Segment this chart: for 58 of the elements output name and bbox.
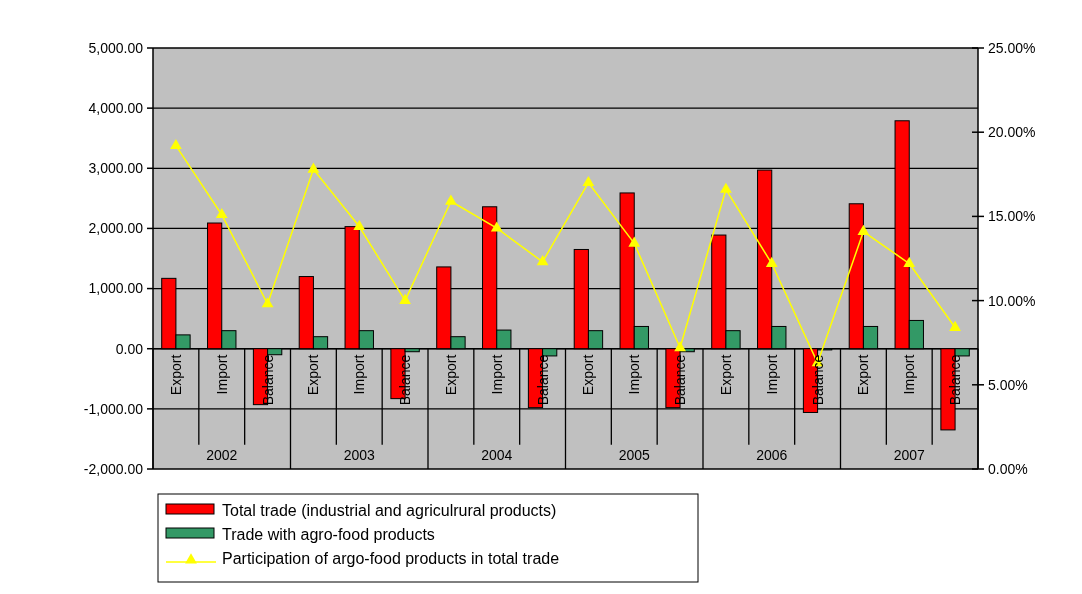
x-tick-label: Import <box>626 354 643 395</box>
y2-tick-label: 0.00% <box>988 460 1028 477</box>
x-tick-label: Balance <box>672 354 689 406</box>
x-tick-label: Export <box>442 354 459 396</box>
legend-label: Trade with agro-food products <box>222 525 435 543</box>
annotation: 2007 <box>893 447 926 463</box>
point <box>949 320 961 331</box>
x-tick-label: Import <box>351 354 368 395</box>
point <box>307 162 320 173</box>
x-tick-label: Balance <box>809 354 826 406</box>
x-tick-label: Import <box>763 354 780 395</box>
point <box>903 256 916 267</box>
point <box>628 236 641 247</box>
x-tick-label: Export <box>305 354 322 396</box>
y-tick-label: 5,000.00 <box>88 39 144 56</box>
point <box>857 224 870 235</box>
x-tick-label: Import <box>213 354 230 395</box>
point <box>170 138 182 150</box>
annotation: 2005 <box>618 447 651 463</box>
x-tick-label: Balance <box>947 354 964 406</box>
y-tick-label: 2,000.00 <box>88 220 144 237</box>
point <box>720 182 732 193</box>
x-tick-label: Balance <box>397 354 414 406</box>
x-tick-label: Balance <box>259 354 276 406</box>
y-tick-label: -2,000.00 <box>83 460 144 477</box>
x-tick-label: Export <box>717 354 734 396</box>
y2-tick-label: 5.00% <box>988 376 1028 393</box>
x-tick-label: Import <box>488 354 505 395</box>
point <box>445 194 457 205</box>
y2-tick-label: 15.00% <box>988 208 1036 225</box>
y2-tick-label: 25.00% <box>988 39 1036 56</box>
point <box>674 340 686 352</box>
point <box>765 256 778 267</box>
y-tick-label: 0.00 <box>115 340 144 357</box>
y2-tick-label: 20.00% <box>988 124 1036 141</box>
point <box>215 207 228 219</box>
point <box>353 219 366 230</box>
annotation: 2002 <box>206 447 238 463</box>
x-tick-label: Export <box>580 354 597 396</box>
point <box>261 297 274 308</box>
point <box>490 221 503 232</box>
point <box>399 293 411 304</box>
x-tick-label: Export <box>167 354 184 396</box>
x-tick-label: Balance <box>534 354 551 406</box>
y-tick-label: 1,000.00 <box>88 280 144 297</box>
y-tick-label: 4,000.00 <box>88 100 144 117</box>
y-tick-label: 3,000.00 <box>88 160 144 177</box>
x-tick-label: Import <box>901 354 918 395</box>
legend-label: Participation of argo-food products in total trade <box>222 549 560 567</box>
point <box>536 255 549 266</box>
x-tick-label: Export <box>855 354 872 396</box>
legend-label: Total trade (industrial and agriculrural products) <box>222 501 557 519</box>
annotation: 2004 <box>481 447 513 463</box>
y-tick-label: -1,000.00 <box>83 400 144 417</box>
annotation: 2003 <box>343 447 376 463</box>
point <box>582 175 595 187</box>
annotation: 2006 <box>756 447 788 463</box>
y2-tick-label: 10.00% <box>988 292 1036 309</box>
